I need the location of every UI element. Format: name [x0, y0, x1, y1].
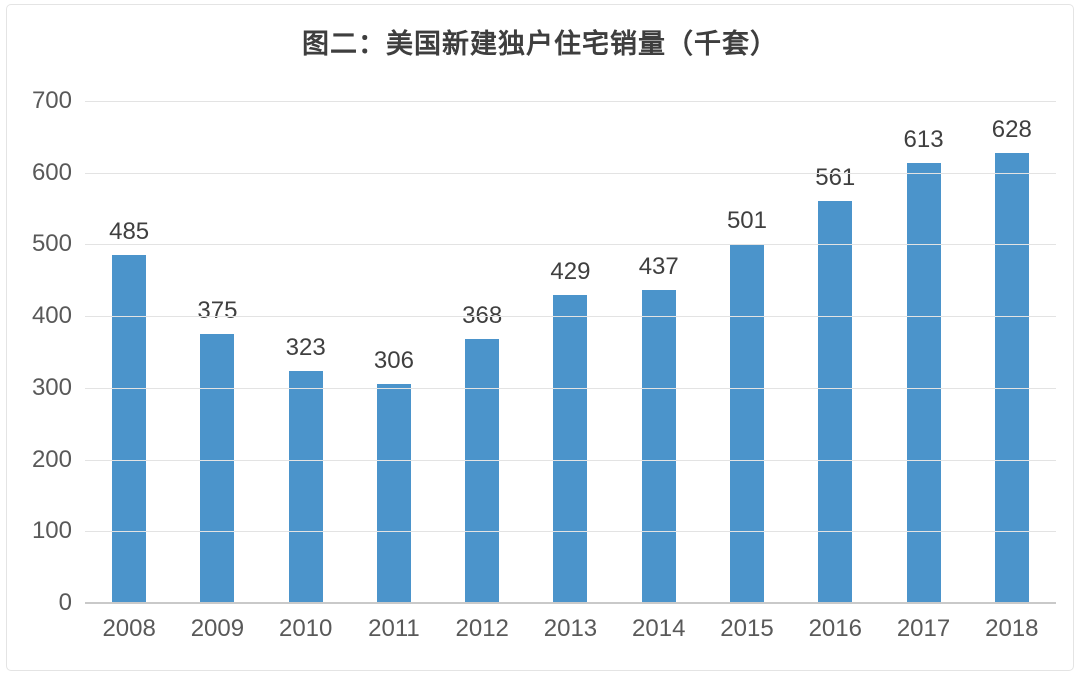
bar	[906, 163, 941, 603]
bar-slot: 561	[791, 101, 879, 603]
bar	[200, 334, 235, 603]
bars-row: 485 375 323 306 368 429 437 501 561 613 628	[85, 101, 1056, 603]
gridline	[85, 531, 1056, 533]
y-tick-label: 200	[31, 445, 72, 473]
bar-slot: 306	[350, 101, 438, 603]
bar-slot: 501	[703, 101, 791, 603]
bar	[288, 371, 323, 603]
bar-value-label: 375	[197, 297, 238, 325]
bar-slot: 375	[173, 101, 261, 603]
x-tick-label: 2015	[720, 615, 774, 642]
bar-slot: 613	[879, 101, 967, 603]
x-tick-label: 2016	[808, 615, 862, 642]
x-tick-label: 2008	[102, 615, 156, 642]
y-tick-label: 100	[31, 517, 72, 545]
y-tick-label: 400	[31, 302, 72, 330]
bar	[994, 152, 1029, 603]
bar	[818, 200, 853, 603]
bar-slot: 485	[85, 101, 173, 603]
x-tick-label: 2009	[190, 615, 245, 642]
bar-value-label: 306	[373, 346, 414, 374]
bar-value-label: 561	[815, 163, 856, 191]
bar	[729, 243, 764, 603]
gridline	[85, 172, 1056, 174]
x-tick-label: 2013	[543, 615, 598, 642]
plot-area: 485 375 323 306 368 429 437 501 561 613 628	[85, 101, 1056, 604]
gridline	[85, 459, 1056, 461]
bar-value-label: 429	[550, 258, 591, 286]
x-tick-label: 2011	[368, 615, 420, 642]
x-axis: 2008 2009 2010 2011 2012 2013 2014 2015 2016 2017…	[85, 615, 1056, 643]
bar-slot: 628	[968, 101, 1056, 603]
bar-slot: 323	[262, 101, 350, 603]
gridline	[85, 387, 1056, 389]
bar-value-label: 323	[285, 334, 326, 362]
gridline	[85, 316, 1056, 318]
bar	[376, 383, 411, 603]
bar-slot: 437	[615, 101, 703, 603]
bar	[553, 295, 588, 603]
bar-slot: 368	[438, 101, 526, 603]
x-tick-label: 2012	[455, 615, 509, 642]
bar-value-label: 628	[991, 115, 1032, 143]
gridline	[85, 101, 1056, 102]
y-tick-label: 700	[31, 87, 72, 114]
y-tick-label: 500	[31, 230, 72, 258]
bar-value-label: 485	[109, 218, 150, 246]
x-tick-label: 2017	[896, 615, 951, 642]
y-tick-label: 600	[31, 158, 72, 186]
bar-value-label: 613	[903, 126, 944, 154]
x-tick-label: 2014	[632, 615, 686, 642]
bar-value-label: 368	[462, 302, 503, 330]
gridline	[85, 244, 1056, 246]
y-tick-label: 300	[31, 373, 72, 401]
bar-value-label: 501	[726, 206, 768, 234]
bar	[641, 289, 676, 603]
bar	[112, 255, 147, 603]
x-tick-label: 2018	[985, 615, 1039, 642]
y-tick-label: 0	[58, 589, 72, 616]
bar	[465, 339, 500, 603]
x-axis-line	[85, 602, 1056, 604]
chart-title: 图二：美国新建独户住宅销量（千套）	[302, 29, 778, 59]
bar-slot: 429	[526, 101, 614, 603]
x-tick-label: 2010	[278, 615, 333, 642]
bar-value-label: 437	[638, 252, 679, 280]
